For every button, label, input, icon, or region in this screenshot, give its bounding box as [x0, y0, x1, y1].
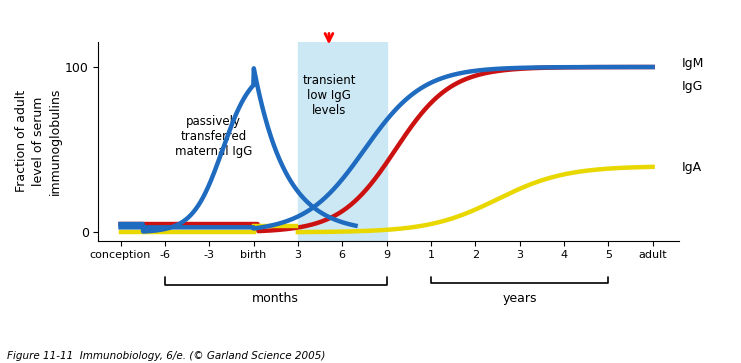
Y-axis label: Fraction of adult
level of serum
immunoglobulins: Fraction of adult level of serum immunog… — [15, 88, 62, 195]
Text: IgA: IgA — [682, 161, 702, 174]
Text: Figure 11-11  Immunobiology, 6/e. (© Garland Science 2005): Figure 11-11 Immunobiology, 6/e. (© Garl… — [7, 351, 326, 361]
Bar — [298, 42, 387, 241]
Text: months: months — [252, 292, 299, 305]
Text: IgM: IgM — [682, 57, 704, 70]
Text: years: years — [502, 292, 536, 305]
Text: passively
transferred
maternal IgG: passively transferred maternal IgG — [175, 115, 253, 158]
Text: transient
low IgG
levels: transient low IgG levels — [302, 74, 356, 117]
Text: IgG: IgG — [682, 80, 702, 93]
